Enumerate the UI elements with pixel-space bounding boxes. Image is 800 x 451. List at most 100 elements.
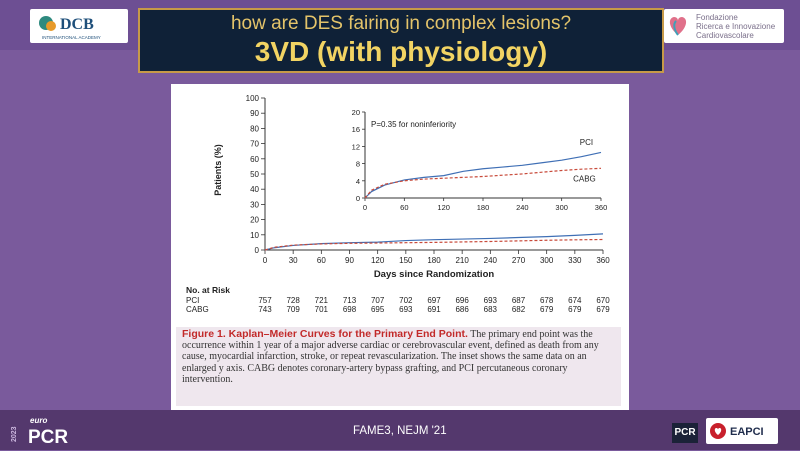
x-tick-label: 240 bbox=[484, 256, 498, 265]
risk-cell: 670 bbox=[596, 296, 610, 305]
x-tick-label: 90 bbox=[345, 256, 354, 265]
eapci-heart-icon bbox=[710, 423, 726, 439]
risk-cell: 691 bbox=[427, 305, 441, 314]
x-tick-label: 360 bbox=[596, 256, 610, 265]
inset-pci-label: PCI bbox=[580, 138, 593, 147]
x-tick-label: 210 bbox=[455, 256, 469, 265]
slide-title-box: how are DES fairing in complex lesions? … bbox=[138, 8, 664, 73]
risk-cell: 698 bbox=[343, 305, 357, 314]
caption-text: The primary end point was the occurrence… bbox=[182, 329, 599, 385]
y-axis-label: Patients (%) bbox=[213, 144, 223, 196]
risk-cell: 683 bbox=[484, 305, 498, 314]
fondazione-line-3: Cardiovascolare bbox=[696, 31, 754, 40]
inset-x-tick-label: 180 bbox=[477, 203, 490, 212]
y-tick-label: 80 bbox=[250, 124, 259, 133]
inset-background bbox=[339, 104, 617, 220]
x-tick-label: 150 bbox=[399, 256, 413, 265]
risk-cell: 721 bbox=[315, 296, 329, 305]
series-line-cabg bbox=[264, 238, 604, 251]
x-tick-label: 330 bbox=[568, 256, 582, 265]
x-tick-label: 300 bbox=[540, 256, 554, 265]
fondazione-line-1: Fondazione bbox=[696, 13, 738, 22]
risk-cell: 701 bbox=[315, 305, 329, 314]
risk-row-label: PCI bbox=[186, 296, 199, 305]
dcb-logo-name: DCB bbox=[60, 16, 94, 33]
x-tick-label: 0 bbox=[263, 256, 268, 265]
y-tick-label: 50 bbox=[250, 170, 259, 179]
risk-cell: 757 bbox=[258, 296, 272, 305]
risk-cell: 693 bbox=[399, 305, 413, 314]
inset-y-tick-label: 12 bbox=[352, 142, 360, 151]
fondazione-line-2: Ricerca e Innovazione bbox=[696, 22, 776, 31]
x-tick-label: 180 bbox=[427, 256, 441, 265]
risk-cell: 674 bbox=[568, 296, 582, 305]
inset-y-tick-label: 8 bbox=[356, 160, 360, 169]
inset-x-tick-label: 240 bbox=[516, 203, 529, 212]
pcr-small-logo: PCR bbox=[672, 423, 698, 443]
risk-cell: 679 bbox=[540, 305, 554, 314]
y-tick-label: 90 bbox=[250, 109, 259, 118]
y-tick-label: 100 bbox=[246, 94, 260, 103]
inset-y-tick-label: 20 bbox=[352, 108, 360, 117]
inset-p-value-annotation: P=0.35 for noninferiority bbox=[371, 120, 456, 129]
figure-caption: Figure 1. Kaplan–Meier Curves for the Pr… bbox=[176, 327, 621, 406]
footer-bar bbox=[0, 410, 800, 450]
footer-source-note: FAME3, NEJM '21 bbox=[353, 425, 447, 437]
inset-x-tick-label: 360 bbox=[595, 203, 608, 212]
risk-cell: 693 bbox=[484, 296, 498, 305]
europcr-logo: 2023 euro PCR bbox=[8, 414, 88, 451]
risk-cell: 679 bbox=[596, 305, 610, 314]
risk-cell: 702 bbox=[399, 296, 413, 305]
series-line-pci bbox=[264, 233, 604, 251]
y-tick-label: 60 bbox=[250, 155, 259, 164]
slide-title-line-1: how are DES fairing in complex lesions? bbox=[230, 13, 572, 34]
inset-x-tick-label: 0 bbox=[363, 203, 367, 212]
europcr-euro: euro bbox=[30, 416, 47, 425]
risk-cell: 682 bbox=[512, 305, 526, 314]
y-tick-label: 40 bbox=[250, 185, 259, 194]
inset-x-tick-label: 120 bbox=[437, 203, 450, 212]
y-tick-label: 70 bbox=[250, 140, 259, 149]
europcr-name: PCR bbox=[28, 427, 68, 446]
x-axis-label: Days since Randomization bbox=[374, 269, 495, 280]
inset-y-tick-label: 16 bbox=[352, 125, 360, 134]
eapci-logo: EAPCI bbox=[706, 418, 778, 444]
dcb-emblem-icon bbox=[39, 16, 56, 31]
risk-cell: 695 bbox=[371, 305, 385, 314]
risk-cell: 696 bbox=[455, 296, 469, 305]
risk-cell: 743 bbox=[258, 305, 272, 314]
x-tick-label: 60 bbox=[317, 256, 326, 265]
risk-row-label: CABG bbox=[186, 305, 209, 314]
y-tick-label: 10 bbox=[250, 231, 259, 240]
dcb-logo-subtitle: INTERNATIONAL ACADEMY bbox=[42, 35, 101, 40]
fondazione-logo: Fondazione Ricerca e Innovazione Cardiov… bbox=[664, 9, 784, 43]
risk-cell: 686 bbox=[455, 305, 469, 314]
inset-series-line-cabg bbox=[364, 167, 602, 199]
risk-cell: 678 bbox=[540, 296, 554, 305]
x-tick-label: 120 bbox=[371, 256, 385, 265]
risk-cell: 687 bbox=[512, 296, 526, 305]
risk-cell: 728 bbox=[286, 296, 300, 305]
risk-table-title: No. at Risk bbox=[186, 285, 230, 295]
caption-title: Figure 1. Kaplan–Meier Curves for the Pr… bbox=[182, 328, 468, 340]
inset-x-tick-label: 60 bbox=[400, 203, 408, 212]
inset-y-tick-label: 4 bbox=[356, 177, 360, 186]
y-tick-label: 20 bbox=[250, 216, 259, 225]
dcb-logo: DCB INTERNATIONAL ACADEMY bbox=[30, 9, 128, 43]
x-tick-label: 270 bbox=[512, 256, 526, 265]
inset-cabg-label: CABG bbox=[573, 175, 596, 184]
x-tick-label: 30 bbox=[289, 256, 298, 265]
y-tick-label: 30 bbox=[250, 200, 259, 209]
eapci-logo-name: EAPCI bbox=[730, 426, 764, 438]
heart-emblem-icon bbox=[669, 17, 687, 36]
risk-cell: 707 bbox=[371, 296, 385, 305]
risk-cell: 709 bbox=[286, 305, 300, 314]
y-tick-label: 0 bbox=[255, 246, 260, 255]
inset-y-tick-label: 0 bbox=[356, 194, 360, 203]
risk-cell: 713 bbox=[343, 296, 357, 305]
europcr-year: 2023 bbox=[11, 426, 18, 442]
risk-cell: 697 bbox=[427, 296, 441, 305]
slide-title-line-2: 3VD (with physiology) bbox=[254, 36, 548, 67]
inset-x-tick-label: 300 bbox=[555, 203, 568, 212]
